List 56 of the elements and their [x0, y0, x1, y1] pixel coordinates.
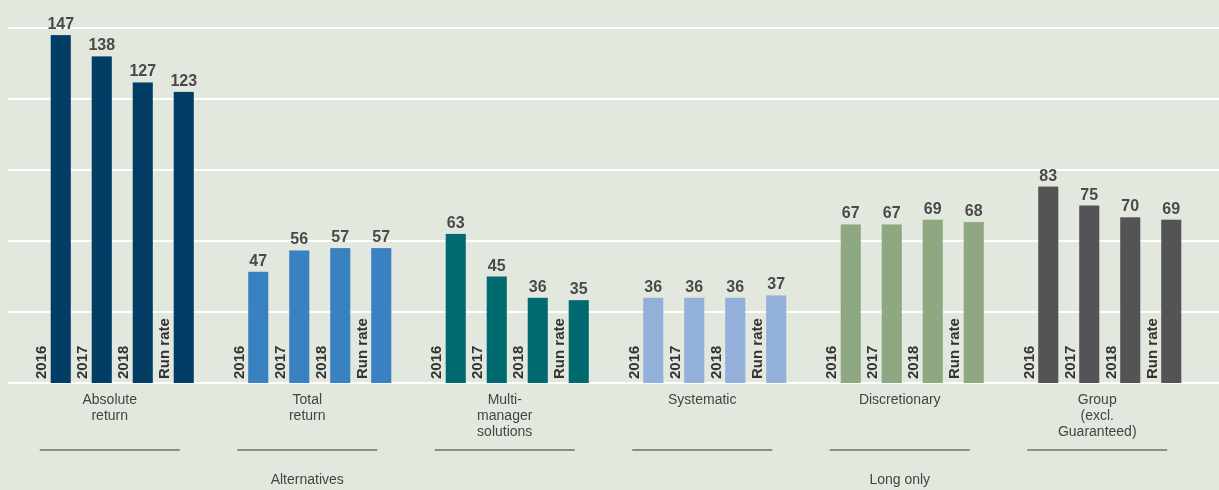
text: Run rate — [945, 318, 963, 379]
text: 2018 — [904, 345, 922, 379]
x-tick-label: Systematic — [668, 391, 737, 407]
text: 2016 — [822, 345, 840, 379]
text: Long only — [869, 471, 931, 487]
text: Alternatives — [270, 471, 344, 487]
text: 2018 — [114, 345, 132, 379]
text: Run rate — [1142, 318, 1160, 379]
text: 2017 — [665, 345, 683, 379]
x-tick-label: Absolute return — [82, 391, 138, 423]
data-label: 47 — [249, 251, 268, 269]
text: 2017 — [270, 345, 288, 379]
text: 2017 — [863, 345, 881, 379]
text: Run rate — [550, 318, 568, 379]
data-label: 138 — [88, 36, 116, 54]
data-label: 69 — [1162, 199, 1181, 217]
data-label: 56 — [290, 230, 309, 248]
text: 2016 — [32, 345, 50, 379]
data-label: 63 — [446, 213, 465, 231]
data-label: 35 — [569, 280, 588, 298]
data-label: 37 — [767, 275, 786, 293]
text: Run rate — [352, 318, 370, 379]
data-label: 127 — [129, 62, 157, 80]
text: 2016 — [1019, 345, 1037, 379]
text: 2018 — [1101, 345, 1119, 379]
data-label: 69 — [923, 199, 942, 217]
x-tick-label: Discretionary — [858, 391, 941, 407]
data-label: 70 — [1121, 197, 1140, 215]
data-label: 36 — [644, 277, 663, 295]
text: 2017 — [73, 345, 91, 379]
data-label: 36 — [528, 277, 547, 295]
x-tick-label: Multi- manager solutions — [477, 391, 533, 439]
data-label: 45 — [487, 256, 506, 274]
data-label: 68 — [964, 202, 983, 220]
data-label: 57 — [372, 228, 391, 246]
text: 2017 — [1060, 345, 1078, 379]
text: 2016 — [624, 345, 642, 379]
data-label: 57 — [331, 228, 350, 246]
data-label: 123 — [170, 71, 198, 89]
text: 2016 — [427, 345, 445, 379]
text: 2017 — [468, 345, 486, 379]
x-tick-label: Total return — [288, 391, 326, 423]
data-label: 67 — [841, 204, 860, 222]
data-label: 36 — [685, 277, 704, 295]
data-label: 147 — [47, 15, 75, 33]
text: Run rate — [747, 318, 765, 379]
text: 2018 — [509, 345, 527, 379]
data-label: 75 — [1080, 185, 1099, 203]
text: Run rate — [155, 318, 173, 379]
x-tick-label: Group (excl. Guaranteed) — [1057, 391, 1137, 439]
data-label: 83 — [1039, 166, 1058, 184]
data-label: 36 — [726, 277, 745, 295]
text: 2016 — [229, 345, 247, 379]
data-label: 67 — [882, 204, 901, 222]
text: 2018 — [706, 345, 724, 379]
text: 2018 — [311, 345, 329, 379]
